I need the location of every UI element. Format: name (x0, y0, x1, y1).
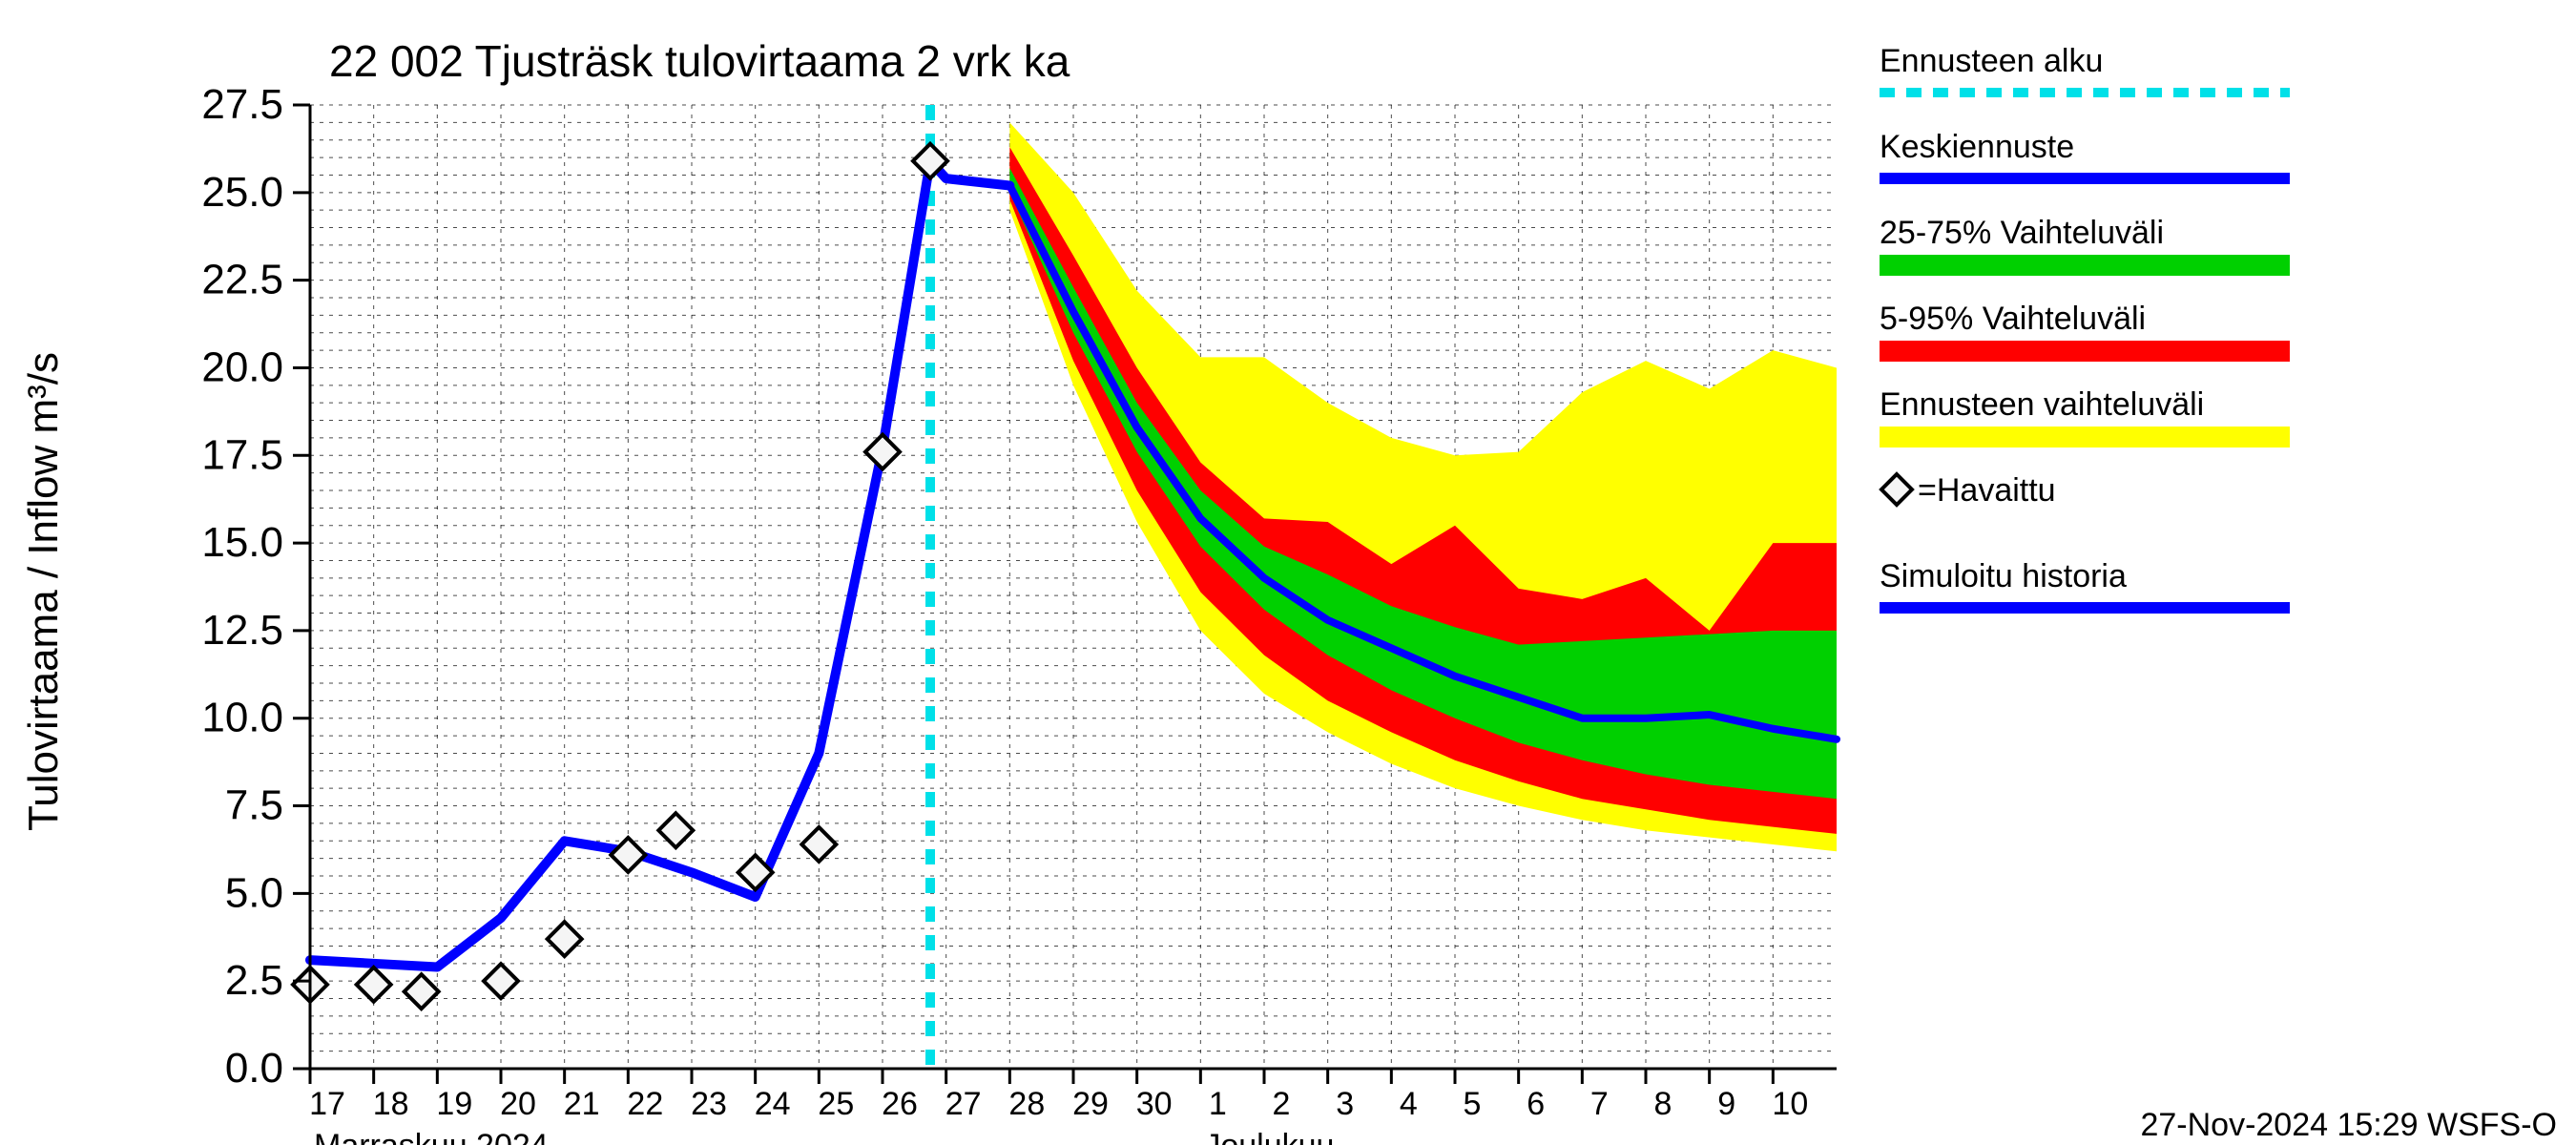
month-label: Joulukuu (1204, 1128, 1334, 1145)
observed-marker (548, 922, 582, 956)
x-tick-label: 4 (1400, 1086, 1418, 1122)
x-tick-label: 23 (691, 1086, 727, 1122)
y-tick-label: 12.5 (201, 607, 283, 654)
x-tick-label: 17 (309, 1086, 345, 1122)
legend-swatch-icon (1880, 427, 2290, 448)
chart-svg: 0.0 2.5 5.0 7.5 10.0 12.5 15.0 17.5 20.0 22.5 25.0… (0, 0, 2576, 1145)
legend-swatch-icon (1880, 341, 2290, 362)
x-tick-label: 18 (373, 1086, 409, 1122)
x-tick-label: 29 (1072, 1086, 1109, 1122)
observed-marker (801, 827, 836, 862)
x-tick-label: 19 (436, 1086, 472, 1122)
x-tick-label: 25 (818, 1086, 854, 1122)
legend-label: 25-75% Vaihteluväli (1880, 215, 2164, 251)
legend-label: =Havaittu (1918, 472, 2056, 509)
x-tick-label: 26 (882, 1086, 918, 1122)
x-tick-label: 3 (1336, 1086, 1354, 1122)
y-tick-label: 17.5 (201, 431, 283, 478)
x-tick-label: 6 (1527, 1086, 1545, 1122)
x-tick-label: 10 (1772, 1086, 1808, 1122)
y-tick-label: 25.0 (201, 169, 283, 216)
x-tick-label: 20 (500, 1086, 536, 1122)
legend-marker-icon (1881, 474, 1912, 505)
x-tick-label: 24 (755, 1086, 791, 1122)
month-label: Marraskuu 2024 (314, 1128, 549, 1145)
y-axis-label: Tulovirtaama / Inflow m³/s (20, 352, 67, 831)
observed-marker (357, 968, 391, 1002)
x-tick-label: 27 (945, 1086, 982, 1122)
legend-swatch-icon (1880, 255, 2290, 276)
observed-marker (405, 974, 439, 1009)
legend-label: Keskiennuste (1880, 129, 2074, 165)
chart-container: 0.0 2.5 5.0 7.5 10.0 12.5 15.0 17.5 20.0 22.5 25.0… (0, 0, 2576, 1145)
footer-timestamp: 27-Nov-2024 15:29 WSFS-O (2140, 1107, 2557, 1143)
observed-marker (484, 964, 518, 998)
legend-label: 5-95% Vaihteluväli (1880, 301, 2146, 337)
y-tick-label: 5.0 (225, 869, 283, 916)
y-tick-label: 2.5 (225, 957, 283, 1004)
y-tick-label: 27.5 (201, 81, 283, 128)
x-tick-label: 21 (564, 1086, 600, 1122)
y-tick-label: 15.0 (201, 519, 283, 566)
observed-marker (865, 435, 900, 469)
x-tick-label: 9 (1717, 1086, 1735, 1122)
legend-label: Simuloitu historia (1880, 558, 2127, 594)
observed-marker (611, 838, 645, 872)
x-tick-label: 1 (1209, 1086, 1227, 1122)
x-tick-label: 30 (1136, 1086, 1173, 1122)
y-tick-label: 22.5 (201, 257, 283, 303)
y-tick-label: 7.5 (225, 782, 283, 829)
legend-label: Ennusteen alku (1880, 43, 2103, 79)
y-tick-label: 0.0 (225, 1045, 283, 1092)
x-tick-label: 8 (1654, 1086, 1672, 1122)
y-tick-label: 20.0 (201, 344, 283, 390)
x-tick-label: 7 (1590, 1086, 1609, 1122)
history-line (310, 161, 1009, 968)
legend-label: Ennusteen vaihteluväli (1880, 386, 2204, 423)
x-tick-label: 2 (1273, 1086, 1291, 1122)
x-tick-label: 28 (1008, 1086, 1045, 1122)
x-tick-label: 5 (1464, 1086, 1482, 1122)
x-tick-label: 22 (627, 1086, 663, 1122)
y-tick-label: 10.0 (201, 695, 283, 741)
observed-marker (658, 813, 693, 847)
chart-title: 22 002 Tjusträsk tulovirtaama 2 vrk ka (329, 36, 1070, 86)
